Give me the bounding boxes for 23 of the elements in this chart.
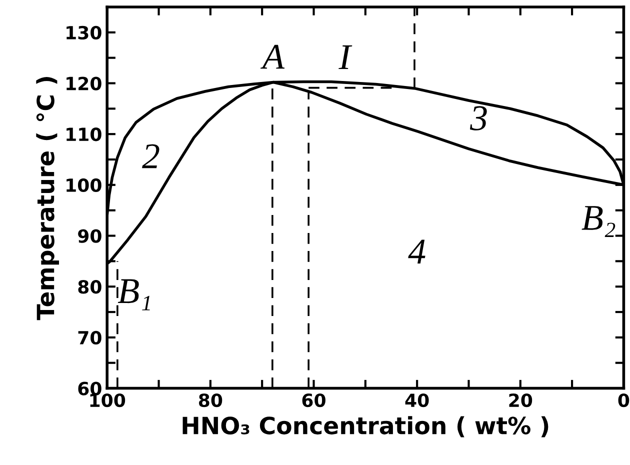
y-axis-title: Temperature ( °C ) [36,77,59,320]
y-tick-label: 120 [66,76,102,90]
x-tick-label: 0 [618,393,630,408]
x-axis-title: HNO₃ Concentration ( wt% ) [182,416,548,438]
x-tick-label: 60 [302,393,326,408]
x-tick-label: 20 [509,393,532,408]
x-tick-label: 80 [198,393,222,408]
y-tick-label: 100 [66,178,102,192]
y-tick-label: 110 [66,128,102,142]
y-tick-label: 130 [66,26,102,40]
annotation: I [338,45,352,70]
y-tick-label: 90 [78,229,102,243]
annotation: B₂ [582,206,616,238]
annotation: 3 [470,106,487,130]
annotation: 4 [408,240,426,264]
y-tick-label: 70 [78,330,102,345]
annotation: A [260,44,285,69]
annotation: B₁ [118,279,150,310]
y-tick-label: 80 [78,280,102,294]
y-tick-label: 60 [78,382,102,396]
x-tick-label: 100 [90,393,126,408]
x-tick-label: 40 [405,393,429,408]
annotation: 2 [142,144,160,168]
